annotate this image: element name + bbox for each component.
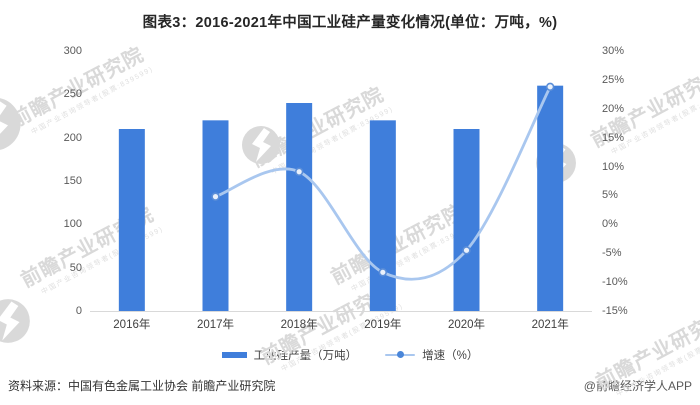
x-tick-2018年: 2018年 — [280, 319, 318, 331]
marker-2019年 — [378, 268, 388, 277]
right-axis-tick-0%: 0% — [602, 218, 618, 231]
x-tick-2019年: 2019年 — [364, 319, 402, 331]
right-axis-tick--15%: -15% — [602, 305, 628, 317]
legend-item: 增速（%） — [385, 347, 478, 363]
bar-2016年 — [118, 129, 145, 311]
left-axis-tick-200: 200 — [63, 131, 82, 144]
x-tick-2020年: 2020年 — [447, 319, 486, 331]
right-axis-tick-25%: 25% — [602, 73, 625, 86]
marker-2018年 — [294, 167, 304, 176]
marker-2021年 — [545, 82, 555, 92]
plot-area — [90, 51, 592, 312]
plot-canvas — [118, 82, 564, 311]
legend-label: 工业硅产量（万吨） — [253, 350, 358, 362]
right-axis-tick-10%: 10% — [602, 160, 625, 173]
left-axis-tick-150: 150 — [63, 175, 82, 187]
legend-bar-swatch-icon — [221, 352, 247, 358]
marker-2017年 — [211, 192, 220, 201]
legend-line-swatch-icon — [385, 351, 416, 360]
x-tick-2016年: 2016年 — [113, 319, 151, 331]
bar-2017年 — [202, 120, 229, 311]
credit-text: @前瞻经济学人APP — [583, 379, 692, 393]
x-tick-2021年: 2021年 — [531, 319, 569, 331]
left-axis-tick-250: 250 — [63, 88, 82, 101]
left-axis-tick-300: 300 — [63, 45, 82, 57]
bar-2019年 — [369, 120, 396, 311]
legend-line-dot — [396, 351, 404, 359]
x-tick-2017年: 2017年 — [196, 319, 235, 331]
right-axis-tick--10%: -10% — [602, 276, 628, 289]
footer: 资料来源：中国有色金属工业协会 前瞻产业研究院 @前瞻经济学人APP — [8, 377, 692, 394]
bar-2018年 — [286, 103, 313, 311]
bar-2020年 — [453, 129, 480, 311]
bar-2021年 — [537, 85, 564, 311]
source-text: 资料来源：中国有色金属工业协会 前瞻产业研究院 — [8, 379, 276, 393]
left-axis-tick-0: 0 — [75, 305, 82, 317]
chart-title: 图表3：2016-2021年中国工业硅产量变化情况(单位：万吨，%) — [142, 15, 558, 31]
legend-item: 工业硅产量（万吨） — [221, 347, 358, 363]
marker-2020年 — [462, 246, 471, 255]
right-axis-tick-5%: 5% — [602, 189, 618, 202]
right-axis-tick-20%: 20% — [602, 102, 625, 115]
right-axis-tick--5%: -5% — [602, 247, 622, 260]
legend-label: 增速（%） — [422, 350, 479, 362]
right-axis-tick-30%: 30% — [602, 45, 625, 57]
legend: 工业硅产量（万吨） 增速（%） — [0, 347, 700, 363]
right-axis-tick-15%: 15% — [602, 131, 625, 144]
left-axis-tick-50: 50 — [69, 261, 82, 274]
left-axis-tick-100: 100 — [63, 218, 82, 231]
